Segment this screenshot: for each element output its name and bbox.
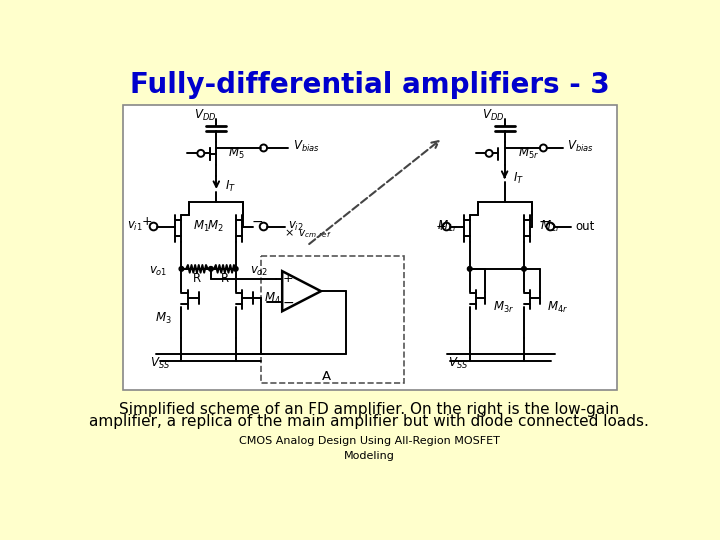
Circle shape: [522, 267, 526, 271]
Text: +: +: [142, 214, 153, 228]
Text: A: A: [322, 370, 331, 383]
FancyBboxPatch shape: [122, 105, 617, 390]
Text: $I_T$: $I_T$: [513, 171, 524, 186]
Text: $V_{DD}$: $V_{DD}$: [482, 108, 504, 123]
Text: amplifier, a replica of the main amplifier but with diode connected loads.: amplifier, a replica of the main amplifi…: [89, 414, 649, 429]
Text: $v_{o2}$: $v_{o2}$: [250, 265, 268, 278]
Text: $V_{bias}$: $V_{bias}$: [567, 139, 594, 154]
Text: $+$: $+$: [435, 220, 446, 233]
Text: $M_2$: $M_2$: [207, 219, 224, 234]
Text: $v_{o1}$: $v_{o1}$: [149, 265, 168, 278]
Circle shape: [179, 267, 184, 271]
Text: $M_{1r}$: $M_{1r}$: [437, 219, 458, 234]
Text: $M_4$: $M_4$: [264, 291, 281, 306]
Text: Simplified scheme of an FD amplifier. On the right is the low-gain: Simplified scheme of an FD amplifier. On…: [119, 402, 619, 417]
Text: out: out: [575, 220, 595, 233]
Circle shape: [233, 267, 238, 271]
Text: $M_3$: $M_3$: [155, 312, 171, 327]
Text: $I_T$: $I_T$: [225, 179, 236, 194]
Text: Fully-differential amplifiers - 3: Fully-differential amplifiers - 3: [130, 71, 610, 99]
Text: $-$: $-$: [282, 295, 294, 309]
Text: $M_{5r}$: $M_{5r}$: [518, 146, 539, 161]
Text: $v_{cm,ref}$: $v_{cm,ref}$: [297, 229, 331, 242]
Text: $M_{4r}$: $M_{4r}$: [547, 300, 568, 315]
Text: $v_{i1}$: $v_{i1}$: [127, 220, 143, 233]
Circle shape: [209, 267, 213, 271]
Circle shape: [467, 267, 472, 271]
Text: +: +: [283, 272, 294, 285]
Text: $M_5$: $M_5$: [228, 146, 245, 161]
Text: $V_{SS}$: $V_{SS}$: [448, 356, 468, 371]
Text: $M_{3r}$: $M_{3r}$: [493, 300, 514, 315]
Text: $M_1$: $M_1$: [193, 219, 210, 234]
Text: $v_{i2}$: $v_{i2}$: [287, 220, 303, 233]
Text: $V_{SS}$: $V_{SS}$: [150, 356, 171, 371]
Text: $V_{bias}$: $V_{bias}$: [293, 139, 320, 154]
Text: $-$: $-$: [538, 214, 550, 228]
Text: CMOS Analog Design Using All-Region MOSFET
Modeling: CMOS Analog Design Using All-Region MOSF…: [238, 436, 500, 461]
Text: $-$: $-$: [251, 214, 264, 228]
Text: $M_{2r}$: $M_{2r}$: [539, 219, 561, 234]
Text: $\times$: $\times$: [284, 227, 294, 238]
Text: R: R: [221, 272, 229, 285]
Text: R: R: [193, 272, 201, 285]
Text: $V_{DD}$: $V_{DD}$: [194, 108, 216, 123]
